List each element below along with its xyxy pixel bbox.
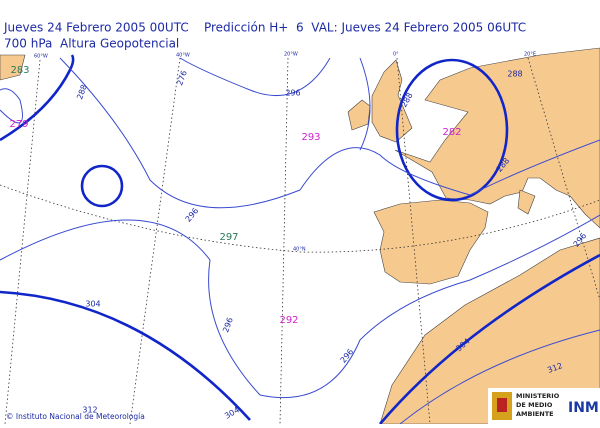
credit: © Instituto Nacional de Meteorología [6,412,145,421]
graticule-label: 60°W [34,54,48,60]
center-value: 282 [442,127,461,138]
graticule-label: 20°W [284,52,298,58]
contour-label: 296 [339,347,356,364]
center-value: 297 [219,232,238,243]
contour-label: 312 [82,406,97,415]
contours [0,54,600,425]
graticule-label: 40°N [293,247,306,253]
center-value: 283 [10,65,29,76]
agency-logo: INM [568,400,599,416]
header-title: Jueves 24 Febrero 2005 00UTC Predicción … [3,21,526,35]
contour-labels: 2882762962882882882962962963043043043122… [75,69,588,420]
graticule-label: 0° [393,52,399,58]
graticule-label: 20°E [524,52,536,58]
logo-emblem [497,398,507,412]
land [0,47,600,425]
contour-label: 304 [85,300,100,309]
graticule-label: 40°W [176,53,190,59]
graticule [0,57,600,425]
contour-label: 288 [507,70,522,79]
center-value: 293 [301,132,320,143]
center-value: 279 [9,119,28,130]
header-subtitle: 700 hPa Altura Geopotencial [4,37,179,51]
logo-text: AMBIENTE [516,410,554,418]
logo-text: MINISTERIO [516,392,560,400]
logo-text: DE MEDIO [516,401,553,409]
center-value: 292 [279,315,298,326]
contour-label: 296 [285,89,300,98]
contour-label: 296 [184,206,201,223]
